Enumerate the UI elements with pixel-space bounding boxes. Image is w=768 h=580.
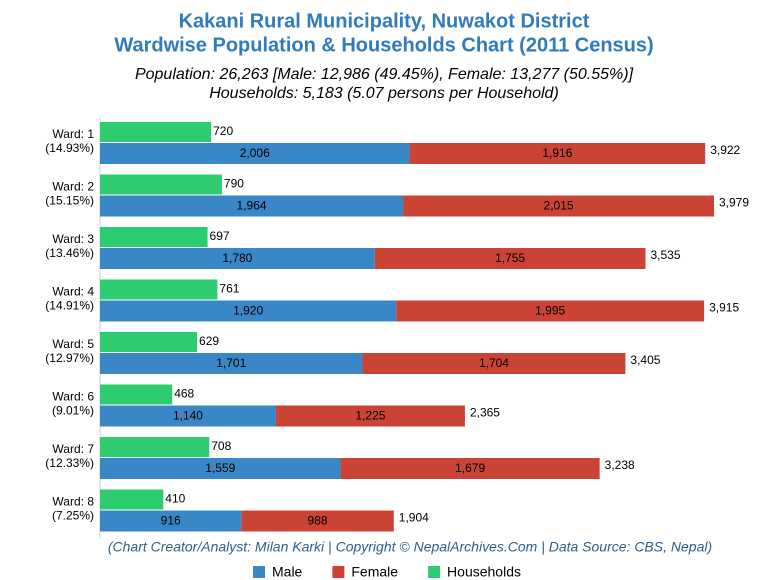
value-label: 2,015 xyxy=(544,199,574,213)
total-label: 3,535 xyxy=(650,248,680,262)
bar-segment xyxy=(275,405,465,427)
footer: (Chart Creator/Analyst: Milan Karki | Co… xyxy=(108,539,712,555)
value-label: 1,225 xyxy=(355,409,385,423)
bar-segment xyxy=(100,458,341,479)
bar-segment xyxy=(100,143,410,164)
chart-subtitle: Households: 5,183 (5.07 persons per Hous… xyxy=(209,85,559,102)
value-label: 1,701 xyxy=(216,356,246,370)
bar-segment xyxy=(100,353,363,374)
value-label: 1,780 xyxy=(222,251,252,265)
category-note: (12.33%) xyxy=(45,456,94,470)
legend-swatch xyxy=(253,566,265,578)
category-note: (9.01%) xyxy=(52,404,94,418)
value-label: 1,559 xyxy=(205,461,235,475)
total-label: 3,238 xyxy=(605,458,635,472)
category-label: Ward: 2 xyxy=(52,180,94,194)
bar xyxy=(100,174,222,195)
bar-segment xyxy=(100,300,397,322)
category-note: (7.25%) xyxy=(52,509,94,523)
value-label: 2,006 xyxy=(240,146,270,160)
category-note: (14.93%) xyxy=(45,141,94,155)
legend-label: Male xyxy=(272,564,303,580)
total-label: 3,979 xyxy=(719,196,749,210)
bar-segment xyxy=(362,353,626,374)
bar xyxy=(100,437,210,457)
value-label: 629 xyxy=(199,334,219,348)
value-label: 761 xyxy=(219,282,239,296)
value-label: 410 xyxy=(165,492,185,506)
legend-label: Households xyxy=(447,564,521,580)
value-label: 468 xyxy=(174,387,194,401)
value-label: 708 xyxy=(211,439,231,453)
value-label: 1,995 xyxy=(535,304,565,318)
bar-segment xyxy=(241,510,394,532)
category-label: Ward: 5 xyxy=(52,337,94,351)
chart-title: Wardwise Population & Households Chart (… xyxy=(114,34,653,56)
bar-segment xyxy=(409,143,706,164)
value-label: 720 xyxy=(213,124,233,138)
legend-swatch xyxy=(428,566,441,578)
bar-segment xyxy=(100,510,242,532)
bar-segment xyxy=(403,195,714,217)
total-label: 3,405 xyxy=(630,353,660,367)
category-label: Ward: 6 xyxy=(52,390,94,404)
category-label: Ward: 8 xyxy=(52,495,94,509)
value-label: 1,755 xyxy=(495,251,525,265)
value-label: 988 xyxy=(308,514,328,528)
value-label: 1,704 xyxy=(479,356,509,370)
category-label: Ward: 4 xyxy=(52,285,94,299)
bar-segment xyxy=(396,300,705,322)
category-label: Ward: 7 xyxy=(52,442,94,456)
category-note: (12.97%) xyxy=(45,351,94,365)
category-label: Ward: 1 xyxy=(52,127,94,141)
bar xyxy=(100,489,164,510)
legend-label: Female xyxy=(351,564,398,580)
legend-swatch xyxy=(332,566,345,578)
value-label: 697 xyxy=(210,229,230,243)
value-label: 916 xyxy=(161,514,181,528)
category-note: (14.91%) xyxy=(45,299,94,313)
value-label: 790 xyxy=(224,177,244,191)
bar xyxy=(100,384,173,405)
bar-segment xyxy=(100,248,375,269)
bar-segment xyxy=(100,195,404,217)
bar xyxy=(100,332,198,352)
bar-segment xyxy=(374,248,646,269)
category-note: (15.15%) xyxy=(45,194,94,208)
bar xyxy=(100,279,218,300)
value-label: 1,679 xyxy=(455,461,485,475)
value-label: 1,140 xyxy=(173,409,203,423)
chart-title: Kakani Rural Municipality, Nuwakot Distr… xyxy=(179,10,590,32)
total-label: 2,365 xyxy=(470,406,500,420)
bar-segment xyxy=(100,405,276,427)
category-label: Ward: 3 xyxy=(52,232,94,246)
bar-segment xyxy=(340,458,600,479)
value-label: 1,916 xyxy=(542,146,572,160)
value-label: 1,920 xyxy=(233,304,263,318)
total-label: 3,922 xyxy=(710,143,740,157)
total-label: 3,915 xyxy=(709,301,739,315)
category-note: (13.46%) xyxy=(45,246,94,260)
total-label: 1,904 xyxy=(399,511,429,525)
chart-subtitle: Population: 26,263 [Male: 12,986 (49.45%… xyxy=(135,66,634,83)
value-label: 1,964 xyxy=(237,199,267,213)
bar xyxy=(100,122,212,142)
bar xyxy=(100,227,208,247)
